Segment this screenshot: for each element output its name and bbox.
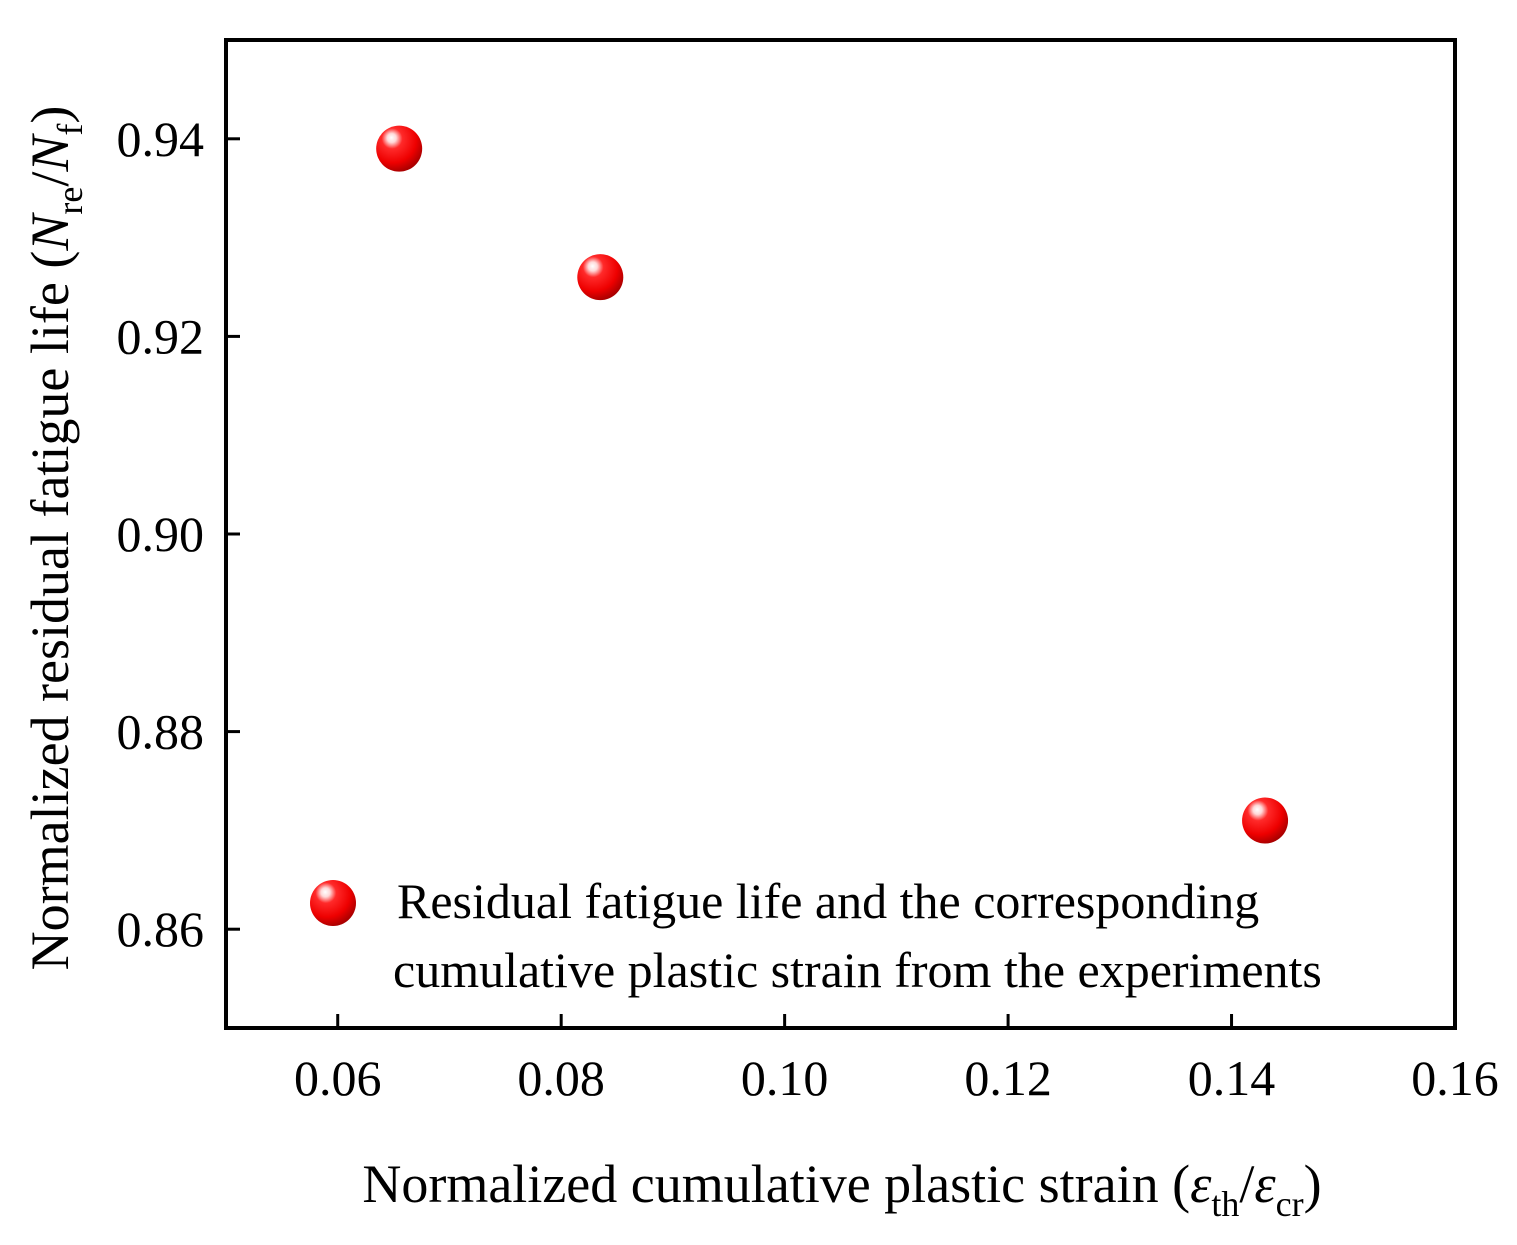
y-tick-label: 0.90	[117, 506, 205, 562]
data-point	[577, 254, 624, 301]
x-tick-labels: 0.06 0.08 0.10 0.12 0.14 0.16	[294, 1050, 1499, 1106]
x-axis-title: Normalized cumulative plastic strain (εt…	[362, 1154, 1321, 1224]
y-tick-label: 0.92	[117, 308, 205, 364]
y-tick-labels: 0.86 0.88 0.90 0.92 0.94	[117, 111, 205, 957]
x-tick-label: 0.08	[517, 1050, 605, 1106]
legend: Residual fatigue life and the correspond…	[310, 873, 1322, 998]
x-tick-label: 0.14	[1188, 1050, 1276, 1106]
x-tick-label: 0.16	[1411, 1050, 1499, 1106]
legend-label-line-2: cumulative plastic strain from the exper…	[393, 942, 1322, 998]
x-tick-label: 0.06	[294, 1050, 382, 1106]
x-tick-label: 0.10	[741, 1050, 829, 1106]
data-points	[376, 125, 1289, 844]
legend-label-line-1: Residual fatigue life and the correspond…	[397, 873, 1259, 929]
x-tick-label: 0.12	[964, 1050, 1052, 1106]
y-tick-label: 0.86	[117, 901, 205, 957]
plot-frame	[224, 38, 1457, 1030]
data-point	[1242, 797, 1289, 844]
y-tick-label: 0.88	[117, 704, 205, 760]
data-point	[376, 125, 423, 172]
y-axis-title: Normalized residual fatigue life (Nre/Nf…	[20, 106, 90, 971]
legend-marker	[310, 880, 356, 926]
y-tick-label: 0.94	[117, 111, 205, 167]
